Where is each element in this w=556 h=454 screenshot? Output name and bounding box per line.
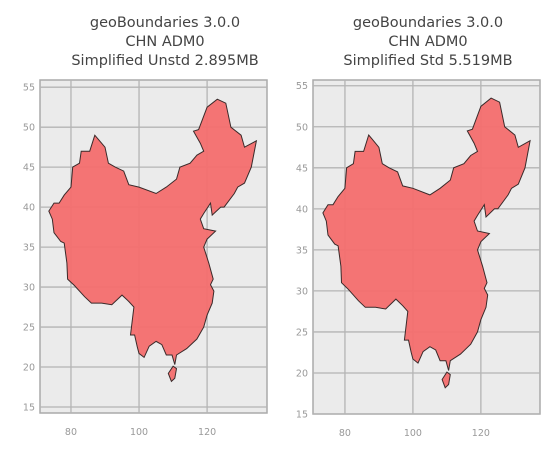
y-tick-label: 40 <box>296 204 308 215</box>
y-tick-label: 35 <box>23 243 35 254</box>
y-tick-label: 40 <box>23 203 35 214</box>
y-tick-label: 15 <box>23 403 35 414</box>
y-tick-label: 50 <box>23 123 35 134</box>
y-tick-label: 25 <box>296 327 308 338</box>
y-tick-label: 45 <box>296 163 308 174</box>
x-tick-label: 80 <box>65 427 77 438</box>
y-tick-label: 20 <box>23 363 35 374</box>
x-tick-label: 100 <box>130 427 148 438</box>
chart-title: CHN ADM0 <box>125 34 204 50</box>
chart-title: geoBoundaries 3.0.0 <box>353 15 503 31</box>
chart-title: geoBoundaries 3.0.0 <box>90 15 240 31</box>
x-tick-label: 120 <box>198 427 216 438</box>
y-tick-label: 15 <box>296 410 308 421</box>
boundary <box>441 371 451 389</box>
x-tick-label: 80 <box>339 428 351 439</box>
y-tick-label: 45 <box>23 163 35 174</box>
x-tick-label: 120 <box>472 428 490 439</box>
y-tick-label: 55 <box>296 81 308 92</box>
boundary <box>48 98 258 365</box>
x-tick-label: 100 <box>404 428 422 439</box>
y-tick-label: 35 <box>296 245 308 256</box>
y-tick-label: 50 <box>296 122 308 133</box>
chart-title: Simplified Unstd 2.895MB <box>71 53 258 69</box>
y-tick-label: 55 <box>23 83 35 94</box>
boundary <box>322 97 531 371</box>
boundary <box>167 365 178 383</box>
y-tick-label: 20 <box>296 368 308 379</box>
y-tick-label: 25 <box>23 323 35 334</box>
chart-title: Simplified Std 5.519MB <box>343 53 512 69</box>
y-tick-label: 30 <box>23 283 35 294</box>
chart-title: CHN ADM0 <box>388 34 467 50</box>
y-tick-label: 30 <box>296 286 308 297</box>
